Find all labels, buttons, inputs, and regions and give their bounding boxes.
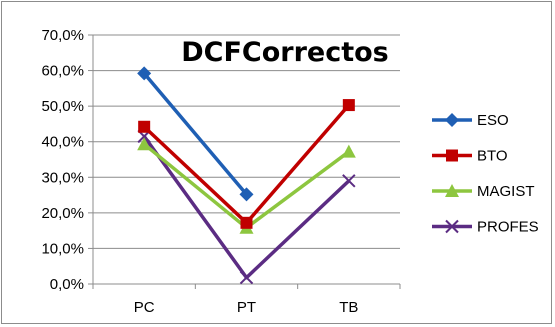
y-tick-label: 50,0% <box>41 98 84 115</box>
y-tick-label: 10,0% <box>41 240 84 257</box>
data-point-marker <box>445 113 459 127</box>
x-axis-tick-labels: PC PT TB <box>134 299 359 316</box>
legend-item-bto: BTO <box>432 148 508 165</box>
series-lines <box>137 66 356 285</box>
y-tick-label: 40,0% <box>41 134 84 151</box>
data-point-marker <box>239 187 254 202</box>
legend-label: MAGIST <box>477 183 535 200</box>
y-tick-label: 60,0% <box>41 63 84 80</box>
chart-title: DCFCorrectos <box>181 37 389 68</box>
data-point-marker <box>137 137 152 151</box>
y-tick-label: 20,0% <box>41 205 84 222</box>
legend-label: BTO <box>477 148 508 165</box>
x-tick-label: PT <box>237 299 256 316</box>
series-eso <box>137 66 254 202</box>
data-point-marker <box>341 144 356 158</box>
grid-lines <box>93 34 400 249</box>
y-tick-label: 30,0% <box>41 169 84 186</box>
data-point-marker <box>342 174 356 188</box>
data-point-marker <box>137 66 152 81</box>
legend-item-magist: MAGIST <box>432 183 535 200</box>
x-tick-label: TB <box>339 299 358 316</box>
series-bto <box>138 99 355 229</box>
data-point-marker <box>445 184 459 197</box>
legend-label: ESO <box>477 112 509 129</box>
axes <box>88 34 401 289</box>
series-line <box>142 72 248 196</box>
legend-item-profes: PROFES <box>432 219 539 236</box>
legend-label: PROFES <box>477 219 539 236</box>
y-tick-label: 0,0% <box>50 276 84 293</box>
y-axis-tick-labels: 0,0% 10,0% 20,0% 30,0% 40,0% 50,0% 60,0% 70,0% <box>41 27 84 293</box>
y-tick-label: 70,0% <box>41 27 84 44</box>
data-point-marker <box>445 219 459 234</box>
data-point-marker <box>239 270 254 285</box>
legend: ESO BTO MAGIST PROFES <box>432 112 539 236</box>
x-tick-label: PC <box>134 299 155 316</box>
data-point-marker <box>138 120 151 133</box>
data-point-marker <box>446 149 458 162</box>
legend-item-eso: ESO <box>432 112 509 129</box>
series-line <box>142 103 351 225</box>
data-point-marker <box>342 99 355 112</box>
data-point-marker <box>240 216 253 229</box>
